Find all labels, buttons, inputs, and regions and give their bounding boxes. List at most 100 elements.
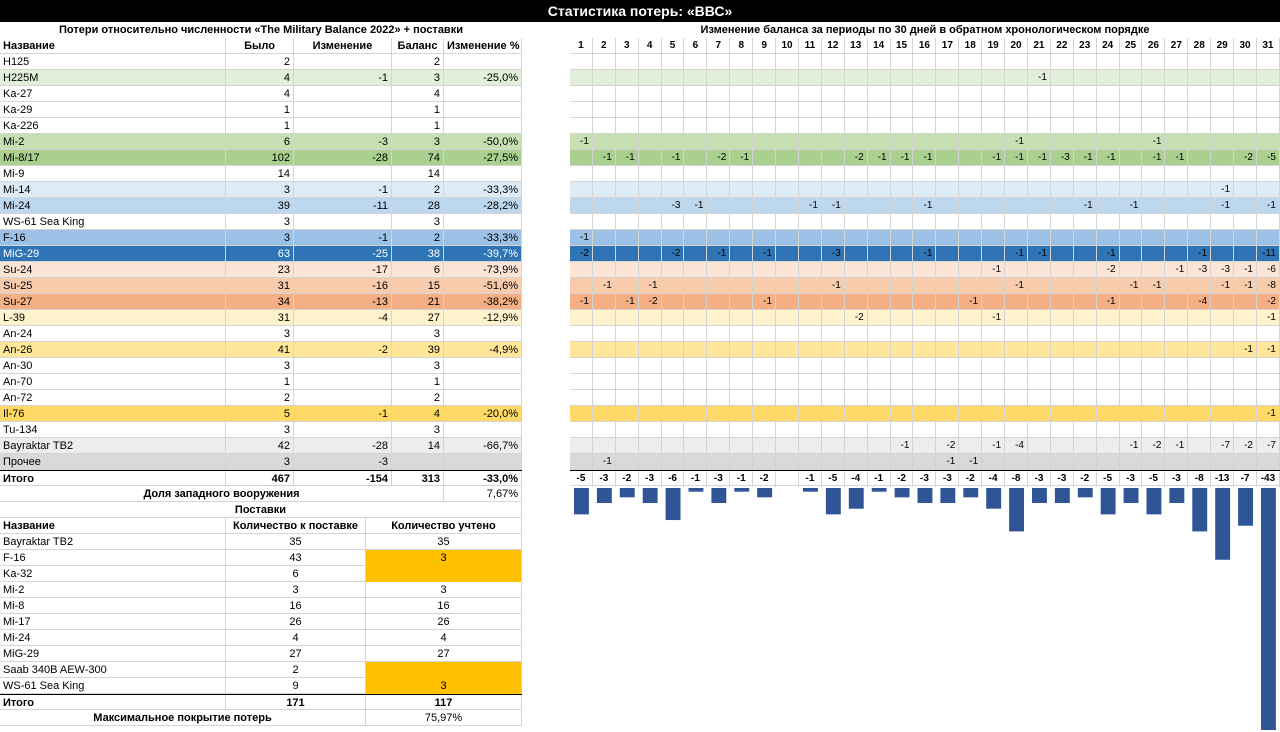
period-total: -1 — [799, 471, 822, 487]
period-cell — [1188, 454, 1212, 470]
period-cell — [639, 118, 662, 134]
period-cell — [1188, 214, 1212, 230]
period-cell — [891, 134, 914, 150]
period-cell — [845, 214, 868, 230]
period-cell — [753, 390, 777, 406]
supplies-column-header: Количество учтено — [366, 518, 522, 534]
loss-cell-balance: 3 — [392, 134, 444, 150]
period-cell — [753, 262, 777, 278]
period-cell — [959, 198, 983, 214]
period-cell — [662, 54, 685, 70]
loss-cell-change — [294, 358, 392, 374]
loss-cell-was: 31 — [226, 310, 294, 326]
period-cell — [1097, 422, 1120, 438]
period-cell — [1165, 198, 1189, 214]
period-cell: -1 — [822, 278, 845, 294]
period-cell — [1234, 198, 1257, 214]
period-cell — [776, 454, 799, 470]
period-cell — [936, 342, 960, 358]
period-cell — [914, 310, 937, 326]
supply-row: MiG-29 27 27 — [0, 646, 522, 662]
period-cell — [799, 406, 822, 422]
period-cell — [891, 278, 914, 294]
period-cell — [1165, 422, 1189, 438]
period-cell — [1074, 182, 1097, 198]
period-cell — [662, 230, 685, 246]
period-cell — [1257, 134, 1280, 150]
period-cell — [1211, 454, 1235, 470]
period-cell — [1097, 438, 1120, 454]
period-cell — [776, 342, 799, 358]
period-cell — [639, 214, 662, 230]
period-number: 13 — [845, 38, 868, 54]
period-cell — [1028, 86, 1051, 102]
period-number: 11 — [799, 38, 822, 54]
loss-row: Mi-24 39 -11 28 -28,2% — [0, 198, 522, 214]
period-cell: -2 — [570, 246, 593, 262]
period-cell — [570, 278, 593, 294]
period-cell — [753, 54, 777, 70]
period-cell: -7 — [1257, 438, 1280, 454]
loss-row: Ka-226 1 1 — [0, 118, 522, 134]
loss-cell-pct: -50,0% — [444, 134, 522, 150]
period-row — [570, 166, 1280, 182]
period-cell — [1028, 406, 1051, 422]
supply-row: Bayraktar TB2 35 35 — [0, 534, 522, 550]
period-cell — [822, 358, 845, 374]
losses-header-row: Название Было Изменение Баланс Изменение % — [0, 38, 522, 54]
period-cell — [639, 246, 662, 262]
period-cell — [593, 326, 616, 342]
period-cell — [845, 198, 868, 214]
loss-cell-pct: -51,6% — [444, 278, 522, 294]
period-cell — [845, 182, 868, 198]
period-cell — [799, 134, 822, 150]
loss-cell-pct — [444, 166, 522, 182]
period-number: 31 — [1257, 38, 1280, 54]
period-cell — [639, 86, 662, 102]
period-cell — [639, 326, 662, 342]
supplies-total-counted: 117 — [366, 695, 522, 711]
bar-period-19 — [986, 488, 1002, 509]
period-cell — [868, 310, 891, 326]
period-cell: -6 — [1257, 262, 1280, 278]
period-cell — [1188, 230, 1212, 246]
period-cell — [845, 358, 868, 374]
loss-cell-name: An-30 — [0, 358, 226, 374]
period-cell — [936, 390, 960, 406]
period-cell — [570, 166, 593, 182]
period-cell — [730, 166, 754, 182]
period-cell — [1188, 422, 1212, 438]
period-number: 27 — [1165, 38, 1189, 54]
period-cell — [1143, 310, 1166, 326]
loss-cell-name: Mi-2 — [0, 134, 226, 150]
period-cell — [707, 182, 731, 198]
loss-cell-change: -16 — [294, 278, 392, 294]
loss-row: An-30 3 3 — [0, 358, 522, 374]
total-cell-change: -154 — [294, 471, 392, 487]
period-cell — [1097, 342, 1120, 358]
loss-cell-change: -1 — [294, 406, 392, 422]
loss-cell-change: -1 — [294, 230, 392, 246]
period-cell — [868, 438, 891, 454]
loss-cell-change — [294, 102, 392, 118]
period-cell — [799, 118, 822, 134]
period-cell — [1120, 262, 1143, 278]
bar-period-5 — [665, 488, 681, 521]
period-cell — [891, 166, 914, 182]
loss-cell-change: -4 — [294, 310, 392, 326]
period-cell — [982, 86, 1006, 102]
period-cell — [1188, 182, 1212, 198]
period-cell — [685, 422, 708, 438]
period-cell — [868, 182, 891, 198]
supply-counted: 3 — [366, 678, 522, 694]
period-cell — [868, 262, 891, 278]
period-cell — [1120, 54, 1143, 70]
period-total: -3 — [936, 471, 960, 487]
period-cell — [639, 422, 662, 438]
period-total — [776, 471, 799, 487]
bar-period-22 — [1054, 488, 1070, 504]
loss-cell-was: 23 — [226, 262, 294, 278]
period-total: -5 — [822, 471, 845, 487]
bar-period-20 — [1009, 488, 1024, 532]
period-cell — [822, 406, 845, 422]
